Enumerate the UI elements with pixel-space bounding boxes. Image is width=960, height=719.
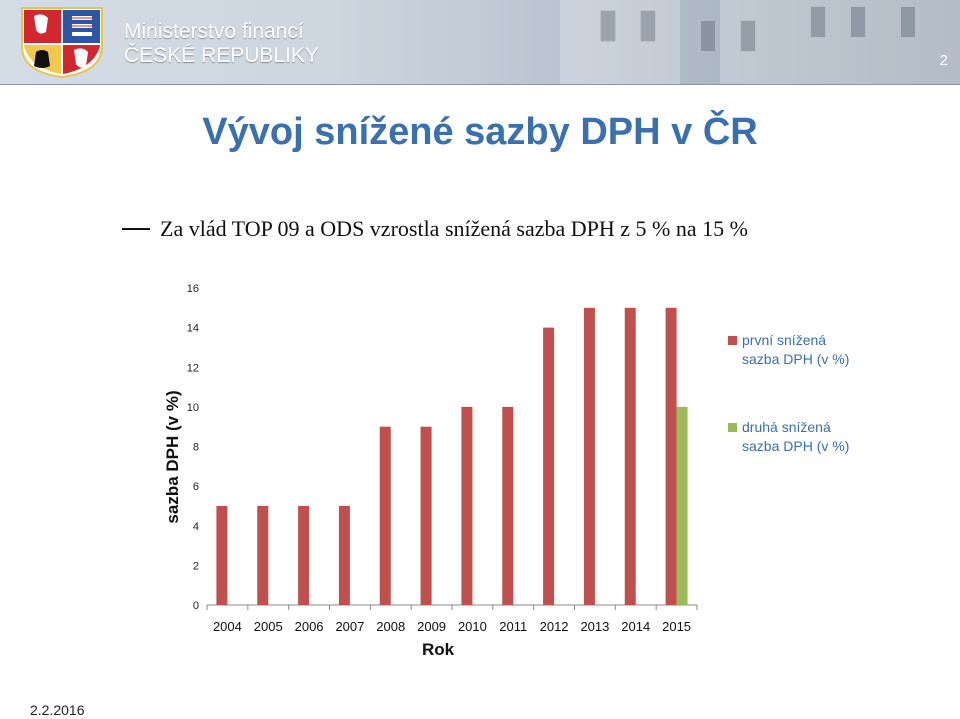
bar-first-reduced-rate xyxy=(379,426,391,605)
x-tick-label: 2009 xyxy=(417,619,446,634)
y-tick-label: 14 xyxy=(187,323,199,335)
x-tick-label: 2005 xyxy=(254,619,283,634)
y-tick-label: 4 xyxy=(193,521,199,533)
building-window xyxy=(810,6,826,38)
bar-first-reduced-rate xyxy=(298,505,310,605)
bullet-text: Za vlád TOP 09 a ODS vzrostla snížená sa… xyxy=(160,216,748,241)
x-tick-label: 2011 xyxy=(499,619,527,634)
x-axis: 2004 2005 2006 2007 2008 2009 2010 2011 2012 2013… xyxy=(206,604,698,634)
x-axis-title: Rok xyxy=(422,640,455,659)
x-tick-label: 2013 xyxy=(580,619,609,634)
czech-coat-of-arms-icon xyxy=(21,7,103,78)
y-tick-label: 6 xyxy=(193,481,199,493)
y-tick-label: 16 xyxy=(187,283,199,295)
x-tick-label: 2008 xyxy=(376,619,405,634)
slide-title: Vývoj snížené sazby DPH v ČR xyxy=(202,111,758,153)
x-tick-label: 2012 xyxy=(540,619,569,634)
ministry-name-line1: Ministerstvo financí xyxy=(124,20,304,43)
ministry-name-line2: ČESKÉ REPUBLIKY xyxy=(124,44,319,67)
bar-first-reduced-rate xyxy=(583,307,595,605)
y-tick-label: 10 xyxy=(187,402,199,414)
bullet-point: Za vlád TOP 09 a ODS vzrostla snížená sa… xyxy=(122,216,748,242)
bar-first-reduced-rate xyxy=(543,327,555,605)
building-facade xyxy=(720,0,960,84)
building-facade xyxy=(560,0,680,84)
bar-second-reduced-rate xyxy=(676,406,688,605)
bar-series xyxy=(216,307,688,605)
bar-first-reduced-rate xyxy=(665,307,677,605)
bar-first-reduced-rate xyxy=(461,406,473,605)
y-axis: 0 2 4 6 8 10 12 14 16 xyxy=(187,283,199,612)
x-tick-label: 2014 xyxy=(621,619,650,634)
y-tick-label: 12 xyxy=(187,362,199,374)
building-window xyxy=(850,6,866,38)
bar-first-reduced-rate xyxy=(338,505,350,605)
bar-first-reduced-rate xyxy=(216,505,228,605)
chart-legend: první snížená sazba DPH (v %) druhá snížen… xyxy=(728,332,849,454)
legend-label: druhá snížená sazba DPH (v %) xyxy=(742,419,849,454)
legend-swatch xyxy=(728,336,737,345)
legend-swatch xyxy=(728,423,737,432)
bar-first-reduced-rate xyxy=(502,406,514,605)
x-tick-label: 2006 xyxy=(295,619,324,634)
legend-label: první snížená sazba DPH (v %) xyxy=(742,332,849,367)
bar-first-reduced-rate xyxy=(420,426,432,605)
bar-first-reduced-rate xyxy=(257,505,269,605)
building-window xyxy=(600,10,616,42)
building-window xyxy=(740,20,756,52)
slide-date: 2.2.2016 xyxy=(30,702,85,718)
x-tick-label: 2015 xyxy=(662,619,691,634)
x-tick-label: 2007 xyxy=(335,619,364,634)
x-tick-label: 2004 xyxy=(213,619,242,634)
y-tick-label: 8 xyxy=(193,442,199,454)
building-window xyxy=(700,20,716,52)
header-banner: Ministerstvo financí ČESKÉ REPUBLIKY 2 xyxy=(0,0,960,85)
x-tick-label: 2010 xyxy=(458,619,487,634)
building-window xyxy=(900,6,916,38)
ministry-name: Ministerstvo financí ČESKÉ REPUBLIKY xyxy=(124,20,319,68)
slide-number: 2 xyxy=(939,52,948,69)
y-tick-label: 2 xyxy=(193,560,199,572)
y-axis-title: sazba DPH (v %) xyxy=(163,390,182,523)
building-window xyxy=(640,10,656,42)
bar-first-reduced-rate xyxy=(624,307,636,605)
y-tick-label: 0 xyxy=(193,600,199,612)
dash-bullet-icon xyxy=(122,227,150,230)
